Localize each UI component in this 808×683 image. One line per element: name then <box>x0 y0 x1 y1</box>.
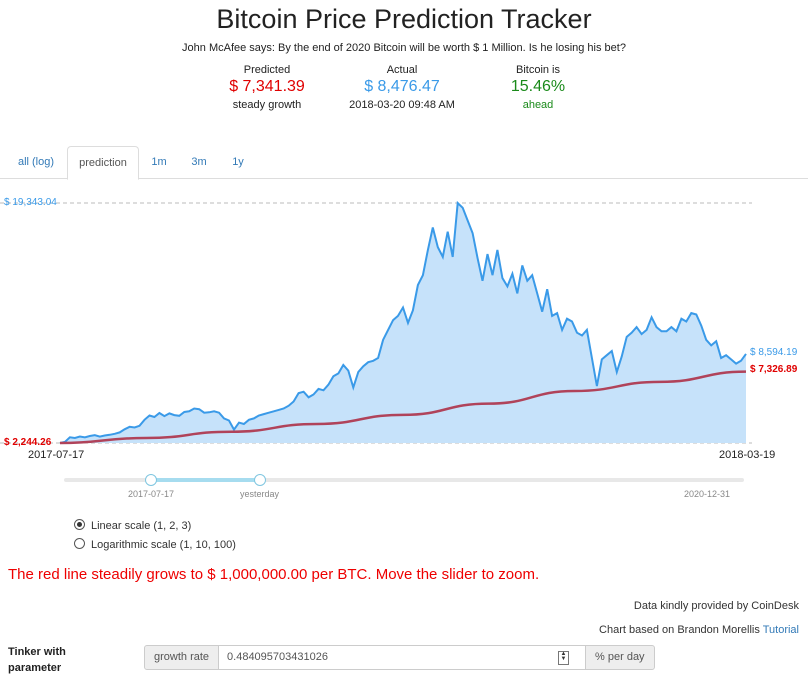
growth-rate-input[interactable]: 0.484095703431026 ▲ ▼ <box>219 645 586 670</box>
radio-log-scale[interactable]: Logarithmic scale (1, 10, 100) <box>74 538 236 551</box>
price-chart: $ 19,343.04 $ 2,244.26 $ 8,594.19 $ 7,32… <box>0 197 798 460</box>
x-end-label: 2018-03-19 <box>719 449 775 460</box>
chart-tabs: all (log) prediction 1m 3m 1y <box>0 146 808 180</box>
slider-handle-label: yesterday <box>240 489 280 499</box>
data-credit: Data kindly provided by CoinDesk <box>633 600 799 612</box>
zoom-slider-selection <box>150 478 260 482</box>
radio-linear-scale[interactable]: Linear scale (1, 2, 3) <box>74 519 191 532</box>
page-subtitle: John McAfee says: By the end of 2020 Bit… <box>182 42 626 54</box>
predicted-end-label: $ 7,326.89 <box>750 364 798 375</box>
slider-end-label: 2020-12-31 <box>684 489 731 499</box>
tinker-label-line2: parameter <box>8 662 62 674</box>
log-scale-label: Logarithmic scale (1, 10, 100) <box>91 539 236 551</box>
bitcoin-is-label: Bitcoin is <box>515 64 561 76</box>
actual-value: $ 8,476.47 <box>364 78 440 95</box>
predicted-stat: Predicted $ 7,341.39 steady growth <box>192 64 342 111</box>
actual-end-label: $ 8,594.19 <box>750 347 798 358</box>
tutorial-link[interactable]: Tutorial <box>762 624 799 636</box>
actual-timestamp: 2018-03-20 09:48 AM <box>349 99 455 111</box>
chart-credit-text: Chart based on Brandon Morellis <box>599 624 760 636</box>
tab-3m[interactable]: 3m <box>191 156 207 168</box>
tab-1m[interactable]: 1m <box>151 156 167 168</box>
x-start-label: 2017-07-17 <box>28 449 84 460</box>
chart-credit: Chart based on Brandon Morellis Tutorial <box>599 624 799 636</box>
tinker-label-line1: Tinker with <box>8 646 66 658</box>
tinker-label: Tinker with parameter <box>8 644 66 676</box>
per-day-addon: % per day <box>585 645 655 670</box>
zoom-slider-start-handle[interactable] <box>145 474 157 486</box>
actual-label: Actual <box>386 64 418 76</box>
bitcoin-is-status: ahead <box>522 99 554 111</box>
zoom-slider-end-handle[interactable] <box>254 474 266 486</box>
actual-stat: Actual $ 8,476.47 2018-03-20 09:48 AM <box>327 64 477 111</box>
tab-all-log[interactable]: all (log) <box>17 156 55 168</box>
min-price-label: $ 2,244.26 <box>4 437 52 448</box>
predicted-model: steady growth <box>232 99 302 111</box>
predicted-label: Predicted <box>243 64 291 76</box>
actual-price-line <box>59 200 747 444</box>
bitcoin-is-value: 15.46% <box>510 78 566 95</box>
slider-start-label: 2017-07-17 <box>128 489 175 499</box>
radio-unchecked-icon <box>74 538 85 549</box>
growth-message: The red line steadily grows to $ 1,000,0… <box>8 566 540 583</box>
page-title: Bitcoin Price Prediction Tracker <box>216 4 592 34</box>
tab-prediction[interactable]: prediction <box>67 146 139 180</box>
predicted-price-line <box>59 370 747 445</box>
radio-checked-icon <box>74 519 85 530</box>
zoom-slider-track[interactable] <box>64 478 744 482</box>
growth-rate-value: 0.484095703431026 <box>227 651 328 663</box>
bitcoin-is-stat: Bitcoin is 15.46% ahead <box>463 64 613 111</box>
predicted-value: $ 7,341.39 <box>229 78 305 95</box>
linear-scale-label: Linear scale (1, 2, 3) <box>91 520 192 532</box>
growth-rate-input-group: growth rate 0.484095703431026 ▲ ▼ % per d… <box>144 645 655 670</box>
max-price-label: $ 19,343.04 <box>4 197 57 208</box>
growth-rate-addon: growth rate <box>144 645 220 670</box>
spinner-icon[interactable]: ▲ ▼ <box>558 651 570 665</box>
actual-price-area <box>60 203 746 443</box>
tab-1y[interactable]: 1y <box>232 156 244 168</box>
